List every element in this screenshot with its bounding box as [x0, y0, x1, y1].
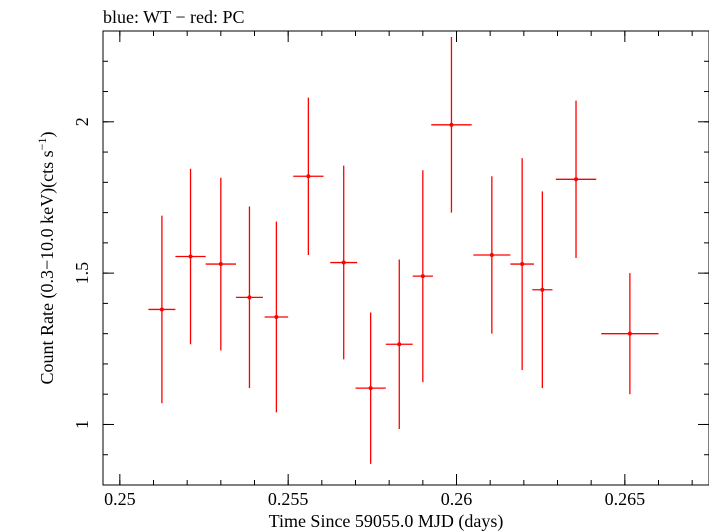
data-point [264, 221, 289, 413]
data-point [175, 168, 206, 345]
data-point [205, 177, 236, 351]
y-axis-label-main: Count Rate (0.3−10.0 keV)(cts s [37, 150, 58, 384]
y-tick-label: 2 [72, 117, 92, 126]
point-marker [274, 315, 279, 320]
x-tick-label: 0.255 [268, 489, 309, 509]
y-tick-label: 1 [72, 420, 92, 429]
data-point [601, 273, 659, 395]
point-marker [159, 307, 164, 312]
point-marker [520, 262, 525, 267]
data-point [555, 100, 597, 258]
x-tick-label: 0.265 [605, 489, 646, 509]
data-point [412, 170, 433, 383]
x-axis-ticks: 0.25 0.255 0.26 0.265 [104, 31, 693, 509]
point-marker [574, 177, 579, 182]
data-point [473, 176, 511, 334]
y-axis-ticks: 11.52 [72, 30, 709, 486]
data-point [330, 165, 358, 360]
point-marker [368, 386, 373, 391]
data-point [235, 206, 263, 389]
data-point [293, 97, 324, 255]
point-marker [489, 252, 494, 257]
data-point [532, 191, 553, 389]
data-point [385, 259, 413, 430]
data-point [148, 215, 176, 404]
data-point [510, 158, 534, 370]
y-axis-label: Count Rate (0.3−10.0 keV)(cts s−1) [35, 132, 58, 385]
point-marker [218, 262, 223, 267]
point-marker [397, 342, 402, 347]
data-point [431, 37, 472, 213]
data-points [148, 37, 659, 464]
x-axis-label: Time Since 59055.0 MJD (days) [269, 511, 504, 532]
point-marker [627, 331, 632, 336]
x-tick-label: 0.25 [104, 489, 136, 509]
y-tick-label: 1.5 [72, 262, 92, 285]
chart-title: blue: WT − red: PC [103, 7, 244, 27]
point-marker [247, 295, 252, 300]
point-marker [341, 260, 346, 265]
point-marker [306, 174, 311, 179]
y-axis-label-superscript: −1 [35, 138, 49, 151]
y-axis-label-close: ) [37, 132, 58, 138]
data-point [355, 312, 386, 464]
plot-frame [102, 30, 709, 486]
x-tick-label: 0.26 [441, 489, 473, 509]
point-marker [540, 287, 545, 292]
point-marker [188, 254, 193, 259]
point-marker [420, 274, 425, 279]
point-marker [449, 122, 454, 127]
